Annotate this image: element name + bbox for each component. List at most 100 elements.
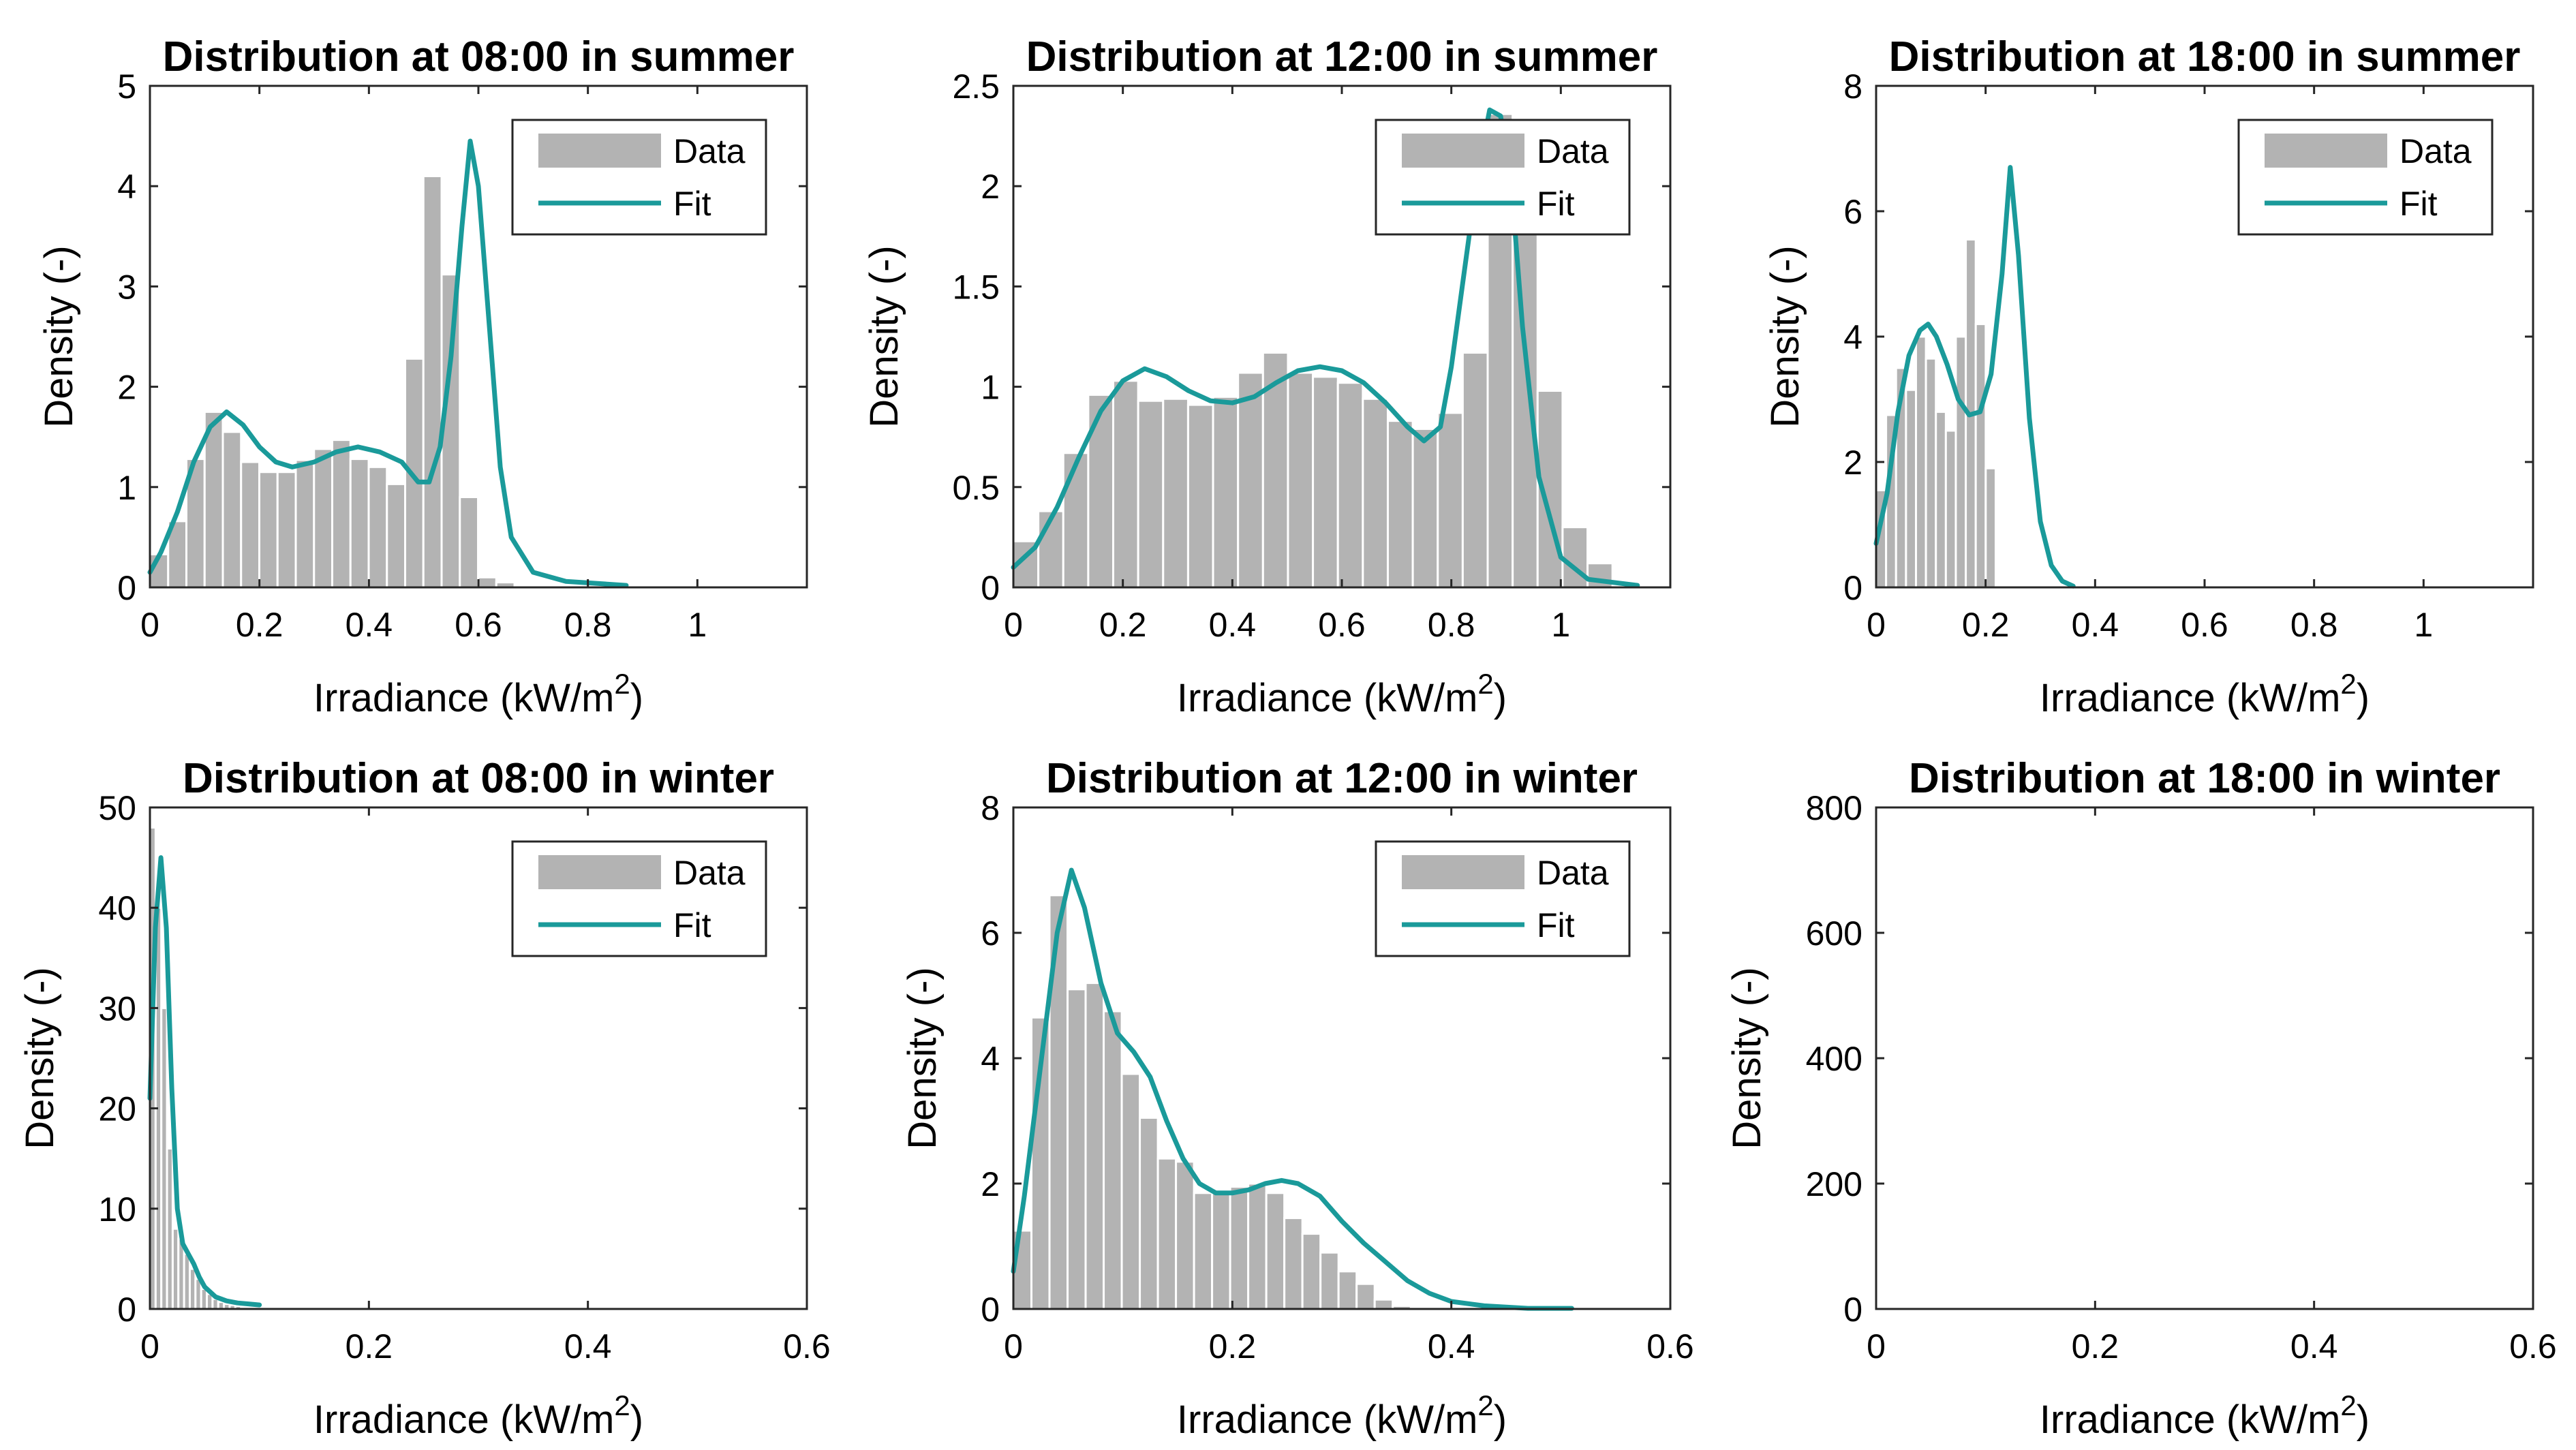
histogram-bar bbox=[258, 471, 279, 589]
y-tick-label: 5 bbox=[117, 67, 136, 106]
fit-curve bbox=[147, 138, 629, 588]
subplot-6: 0 0.2 0.4 0.6 0 200 400 600 800 Distribution at 1… bbox=[1725, 755, 2557, 1442]
legend-data-label: Data bbox=[673, 132, 746, 170]
y-axis-label: Density (-) bbox=[1763, 245, 1807, 427]
y-axis-label: Density (-) bbox=[37, 245, 81, 427]
histogram-bar bbox=[167, 520, 188, 589]
legend: Data Fit bbox=[2237, 119, 2494, 236]
x-tick-label: 0.2 bbox=[1962, 606, 2010, 644]
histogram-bar bbox=[1914, 335, 1927, 589]
y-tick-label: 1 bbox=[981, 369, 1000, 407]
histogram-bar bbox=[1112, 380, 1139, 589]
y-tick-label: 4 bbox=[1843, 318, 1862, 356]
histogram-bar bbox=[1287, 371, 1315, 589]
x-tick-label: 1 bbox=[1551, 606, 1570, 644]
histogram-bar bbox=[1984, 467, 1997, 589]
histogram-bar bbox=[221, 431, 243, 589]
histogram-bar bbox=[1935, 410, 1947, 589]
y-tick-label: 2 bbox=[1843, 444, 1862, 482]
x-axis-label: Irradiance (kW/m2) bbox=[313, 1389, 643, 1442]
legend-data-label: Data bbox=[1537, 854, 1609, 892]
histogram-bar bbox=[1283, 1217, 1304, 1310]
histogram-bar bbox=[1247, 1182, 1268, 1310]
legend-data-swatch bbox=[538, 855, 661, 889]
x-tick-label: 0.6 bbox=[455, 606, 502, 644]
legend-data-swatch bbox=[1402, 855, 1524, 889]
legend: Data Fit bbox=[1375, 840, 1631, 957]
histogram-bar bbox=[1312, 375, 1339, 589]
y-tick-label: 1.5 bbox=[952, 268, 1000, 306]
x-tick-label: 0.6 bbox=[783, 1327, 831, 1366]
legend-fit-label: Fit bbox=[673, 185, 711, 223]
y-tick-label: 0 bbox=[117, 1291, 136, 1329]
x-tick-label: 0.2 bbox=[2072, 1327, 2119, 1366]
x-tick-label: 0.6 bbox=[2509, 1327, 2557, 1366]
fit-curve bbox=[1011, 867, 1574, 1311]
plot-area bbox=[1876, 807, 2533, 1309]
histogram-bar bbox=[1461, 352, 1489, 589]
subplot-2: 0 0.2 0.4 0.6 0.8 1 0 0.5 1 1.5 2 2.5 Distribution a… bbox=[862, 33, 1672, 720]
x-tick-label: 0.6 bbox=[1646, 1327, 1694, 1366]
histogram-bar bbox=[1120, 1073, 1141, 1310]
histogram-bar bbox=[1087, 393, 1115, 589]
histogram-bar bbox=[1336, 382, 1364, 589]
y-tick-label: 10 bbox=[98, 1190, 136, 1229]
x-tick-label: 0.4 bbox=[564, 1327, 612, 1366]
histogram-bar bbox=[1186, 403, 1214, 589]
y-tick-label: 2.5 bbox=[952, 67, 1000, 106]
legend: Data Fit bbox=[511, 840, 767, 957]
histogram-bar bbox=[422, 174, 443, 589]
y-tick-label: 2 bbox=[117, 369, 136, 407]
x-axis-label: Irradiance (kW/m2) bbox=[2040, 668, 2370, 720]
fit-curve bbox=[147, 855, 262, 1308]
y-tick-label: 6 bbox=[981, 914, 1000, 953]
subplot-3: 0 0.2 0.4 0.6 0.8 1 0 2 4 6 8 Distribution at 18:00… bbox=[1763, 33, 2534, 720]
x-tick-label: 0.8 bbox=[1428, 606, 1475, 644]
y-tick-label: 4 bbox=[117, 168, 136, 206]
histogram-bar bbox=[1261, 352, 1289, 589]
x-tick-label: 0 bbox=[1004, 1327, 1023, 1366]
x-tick-label: 0.6 bbox=[1318, 606, 1366, 644]
x-tick-label: 0.6 bbox=[2181, 606, 2228, 644]
histogram-bar bbox=[1212, 395, 1240, 589]
histogram-bar bbox=[1437, 412, 1464, 589]
x-axis-label: Irradiance (kW/m2) bbox=[1177, 1389, 1507, 1442]
y-axis-label: Density (-) bbox=[900, 967, 945, 1149]
histogram-bar bbox=[1229, 1186, 1250, 1310]
legend-fit-label: Fit bbox=[673, 906, 711, 944]
x-axis-label: Irradiance (kW/m2) bbox=[313, 668, 643, 720]
x-axis-label: Irradiance (kW/m2) bbox=[1177, 668, 1507, 720]
x-tick-label: 0 bbox=[1867, 606, 1886, 644]
chart-title: Distribution at 18:00 in summer bbox=[1889, 33, 2521, 80]
y-tick-label: 3 bbox=[117, 268, 136, 306]
subplot-1: 0 0.2 0.4 0.6 0.8 1 0 1 2 3 4 5 Distribution at 08:0… bbox=[37, 33, 808, 720]
histogram-bar bbox=[1362, 397, 1389, 589]
y-tick-label: 4 bbox=[981, 1040, 1000, 1078]
y-tick-label: 200 bbox=[1806, 1165, 1862, 1203]
subplot-4: 0 0.2 0.4 0.6 0 10 20 30 40 50 Distribution at 08:… bbox=[18, 755, 831, 1442]
subplot-5: 0 0.2 0.4 0.6 0 2 4 6 8 Distribution at 12:00 in … bbox=[900, 755, 1694, 1442]
x-tick-label: 0.8 bbox=[2290, 606, 2338, 644]
y-axis-label: Density (-) bbox=[18, 967, 62, 1149]
histogram-bar bbox=[1162, 397, 1189, 589]
histogram-bar bbox=[1974, 323, 1987, 589]
x-tick-label: 1 bbox=[2414, 606, 2433, 644]
chart-title: Distribution at 08:00 in winter bbox=[183, 755, 774, 802]
histogram-bar bbox=[1193, 1192, 1214, 1310]
y-tick-label: 2 bbox=[981, 168, 1000, 206]
histogram-bar bbox=[1319, 1251, 1340, 1310]
histogram-bar bbox=[1944, 429, 1957, 589]
y-tick-label: 50 bbox=[98, 789, 136, 827]
y-tick-label: 0 bbox=[1843, 1291, 1862, 1329]
y-tick-label: 1 bbox=[117, 469, 136, 507]
x-tick-label: 0.4 bbox=[2290, 1327, 2338, 1366]
histogram-bar bbox=[313, 448, 334, 589]
histogram-bar bbox=[1386, 420, 1414, 589]
histogram-bar bbox=[1411, 427, 1439, 589]
histogram-bar bbox=[1925, 357, 1937, 589]
histogram-bar bbox=[1373, 1298, 1394, 1310]
legend-data-swatch bbox=[538, 134, 661, 168]
histogram-bar bbox=[1337, 1270, 1358, 1310]
y-tick-label: 2 bbox=[981, 1165, 1000, 1203]
